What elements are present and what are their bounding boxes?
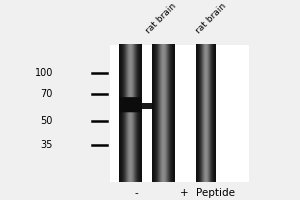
Text: Peptide: Peptide <box>196 188 235 198</box>
Text: -: - <box>135 188 138 198</box>
Text: 50: 50 <box>40 116 53 126</box>
Text: +: + <box>180 188 189 198</box>
Text: rat brain: rat brain <box>144 1 178 36</box>
Text: 35: 35 <box>40 140 53 150</box>
Bar <box>110 45 248 182</box>
Text: rat brain: rat brain <box>194 1 228 36</box>
Bar <box>142 103 152 109</box>
Text: 100: 100 <box>34 68 53 78</box>
Text: 70: 70 <box>40 89 53 99</box>
